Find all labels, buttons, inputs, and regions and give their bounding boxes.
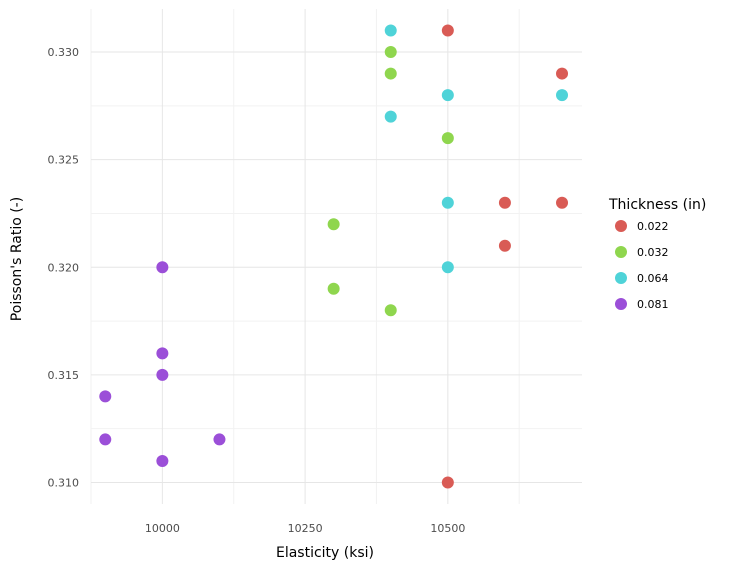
data-point	[213, 433, 226, 446]
y-axis-ticks: 0.310 0.315 0.320 0.325 0.330	[48, 46, 80, 489]
legend-marker	[615, 298, 627, 310]
data-point	[384, 67, 397, 80]
data-point	[441, 24, 454, 37]
legend-label: 0.022	[637, 220, 669, 233]
data-point	[327, 218, 340, 231]
data-point	[156, 368, 169, 381]
y-tick-label: 0.310	[48, 476, 80, 489]
x-axis-ticks: 10000 10250 10500	[145, 522, 465, 535]
legend-title: Thickness (in)	[608, 197, 706, 213]
legend-marker	[615, 272, 627, 284]
data-point	[441, 89, 454, 102]
data-point	[156, 261, 169, 274]
x-axis-title: Elasticity (ksi)	[276, 545, 374, 561]
data-point	[556, 196, 569, 209]
legend-marker	[615, 246, 627, 258]
data-point	[384, 110, 397, 123]
data-point	[556, 67, 569, 80]
legend-label: 0.032	[637, 246, 669, 259]
legend: Thickness (in) 0.022 0.032 0.064 0.081	[608, 197, 706, 311]
data-point	[384, 24, 397, 37]
data-point	[441, 196, 454, 209]
data-point	[156, 347, 169, 360]
data-point	[327, 282, 340, 295]
y-tick-label: 0.325	[48, 154, 80, 167]
legend-label: 0.064	[637, 272, 669, 285]
legend-marker	[615, 220, 627, 232]
data-point	[556, 89, 569, 102]
legend-label: 0.081	[637, 298, 669, 311]
data-point	[384, 304, 397, 317]
y-tick-label: 0.315	[48, 369, 80, 382]
data-point	[99, 390, 112, 403]
data-points	[99, 24, 569, 489]
y-tick-label: 0.330	[48, 46, 80, 59]
data-point	[99, 433, 112, 446]
data-point	[441, 132, 454, 145]
data-point	[498, 196, 511, 209]
gridlines	[90, 9, 582, 504]
x-tick-label: 10250	[288, 522, 323, 535]
data-point	[156, 454, 169, 467]
data-point	[384, 46, 397, 59]
x-tick-label: 10500	[430, 522, 465, 535]
legend-items: 0.022 0.032 0.064 0.081	[615, 220, 669, 311]
data-point	[441, 261, 454, 274]
data-point	[498, 239, 511, 252]
x-tick-label: 10000	[145, 522, 180, 535]
y-tick-label: 0.320	[48, 261, 80, 274]
y-axis-title: Poisson's Ratio (-)	[9, 197, 25, 321]
data-point	[441, 476, 454, 489]
